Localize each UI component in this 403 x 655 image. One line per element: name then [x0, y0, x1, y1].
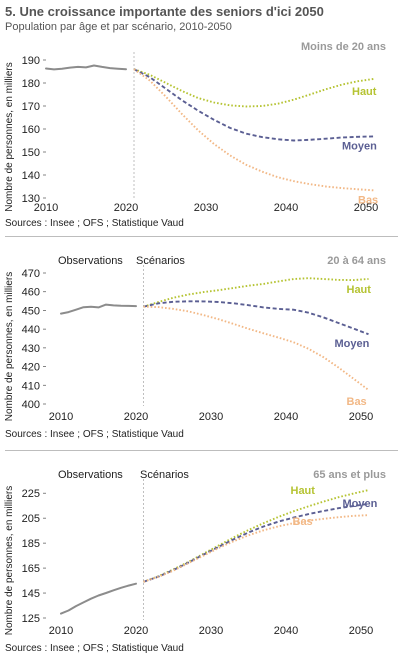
sources-note: Sources : Insee ; OFS ; Statistique Vaud — [5, 218, 184, 229]
panel-title: 20 à 64 ans — [327, 255, 386, 267]
y-tick-label: 125 — [22, 613, 40, 625]
panel-20-64: 400 410 420 430 440 450 460 470 2010 2020 2030 2040… — [0, 246, 403, 444]
y-tick-label: 440 — [22, 324, 40, 336]
y-tick-label: 165 — [22, 563, 40, 575]
line-chart: 130 140 150 160 170 180 190 2010 2020 2030 2040 205… — [4, 41, 386, 229]
series-line-haut — [133, 68, 375, 108]
y-tick-label: 150 — [22, 147, 40, 159]
y-tick-label: 450 — [22, 305, 40, 317]
y-axis-label: Nombre de personnes, en milliers — [4, 62, 15, 212]
series-label-moyen: Moyen — [343, 498, 378, 510]
panel-title: 65 ans et plus — [313, 469, 386, 481]
y-tick-label: 145 — [22, 588, 40, 600]
line-chart: 125 145 165 185 205 225 2010 2020 2030 2040 2050 No… — [4, 469, 386, 654]
x-tick-label: 2030 — [199, 625, 223, 637]
series-line-observed — [45, 64, 127, 71]
y-tick-label: 170 — [22, 101, 40, 113]
y-tick-label: 190 — [22, 55, 40, 67]
y-tick-label: 180 — [22, 78, 40, 90]
sources-note: Sources : Insee ; OFS ; Statistique Vaud — [5, 429, 184, 440]
y-tick-label: 185 — [22, 538, 40, 550]
x-tick-label: 2050 — [349, 411, 373, 423]
y-tick-label: 130 — [22, 193, 40, 205]
series-label-bas: Bas — [293, 516, 313, 528]
y-tick-label: 420 — [22, 362, 40, 374]
y-tick-label: 460 — [22, 287, 40, 299]
series-label-bas: Bas — [358, 194, 378, 206]
x-tick-label: 2020 — [124, 625, 148, 637]
series-line-observed — [60, 303, 137, 315]
x-tick-label: 2050 — [354, 202, 378, 214]
region-label-scenarios: Scénarios — [140, 469, 189, 481]
panel-65-plus: 125 145 165 185 205 225 2010 2020 2030 2040 2050 No… — [0, 458, 403, 655]
series-label-haut: Haut — [291, 485, 316, 497]
series-line-moyen — [143, 300, 369, 336]
y-axis-label: Nombre de personnes, en milliers — [4, 272, 15, 422]
series-line-moyen — [133, 68, 375, 142]
x-tick-label: 2040 — [274, 625, 298, 637]
x-tick-label: 2010 — [49, 625, 73, 637]
series-label-haut: Haut — [352, 86, 377, 98]
x-tick-label: 2010 — [49, 411, 73, 423]
y-tick-label: 140 — [22, 170, 40, 182]
panel-separator — [5, 450, 398, 451]
series-line-bas — [143, 305, 370, 391]
series-label-bas: Bas — [347, 396, 367, 408]
series-label-moyen: Moyen — [335, 338, 370, 350]
y-axis-label: Nombre de personnes, en milliers — [4, 486, 15, 636]
sources-note: Sources : Insee ; OFS ; Statistique Vaud — [5, 643, 184, 654]
series-label-haut: Haut — [347, 284, 372, 296]
x-tick-label: 2010 — [34, 202, 58, 214]
series-line-bas — [143, 514, 369, 583]
x-tick-label: 2030 — [194, 202, 218, 214]
y-tick-label: 225 — [22, 488, 40, 500]
region-label-observations: Observations — [58, 469, 123, 481]
region-label-scenarios: Scénarios — [136, 255, 185, 267]
region-label-observations: Observations — [58, 255, 123, 267]
y-tick-label: 205 — [22, 513, 40, 525]
x-tick-label: 2020 — [114, 202, 138, 214]
series-line-moyen — [143, 502, 369, 583]
series-label-moyen: Moyen — [342, 140, 377, 152]
x-tick-label: 2050 — [349, 625, 373, 637]
y-tick-label: 470 — [22, 268, 40, 280]
x-tick-label: 2030 — [199, 411, 223, 423]
series-line-observed — [60, 582, 137, 615]
y-tick-label: 410 — [22, 380, 40, 392]
panel-title: Moins de 20 ans — [301, 41, 386, 53]
x-tick-label: 2040 — [274, 202, 298, 214]
series-line-bas — [133, 68, 375, 192]
line-chart: 400 410 420 430 440 450 460 470 2010 2020 2030 2040… — [4, 255, 386, 440]
x-tick-label: 2020 — [124, 411, 148, 423]
x-tick-label: 2040 — [274, 411, 298, 423]
y-tick-label: 430 — [22, 343, 40, 355]
chart-title: 5. Une croissance importante des seniors… — [5, 4, 324, 19]
panel-under-20: 130 140 150 160 170 180 190 2010 2020 2030 2040 205… — [0, 38, 403, 230]
panel-separator — [5, 236, 398, 237]
y-tick-label: 400 — [22, 399, 40, 411]
y-tick-label: 160 — [22, 124, 40, 136]
chart-subtitle: Population par âge et par scénario, 2010… — [5, 21, 232, 33]
